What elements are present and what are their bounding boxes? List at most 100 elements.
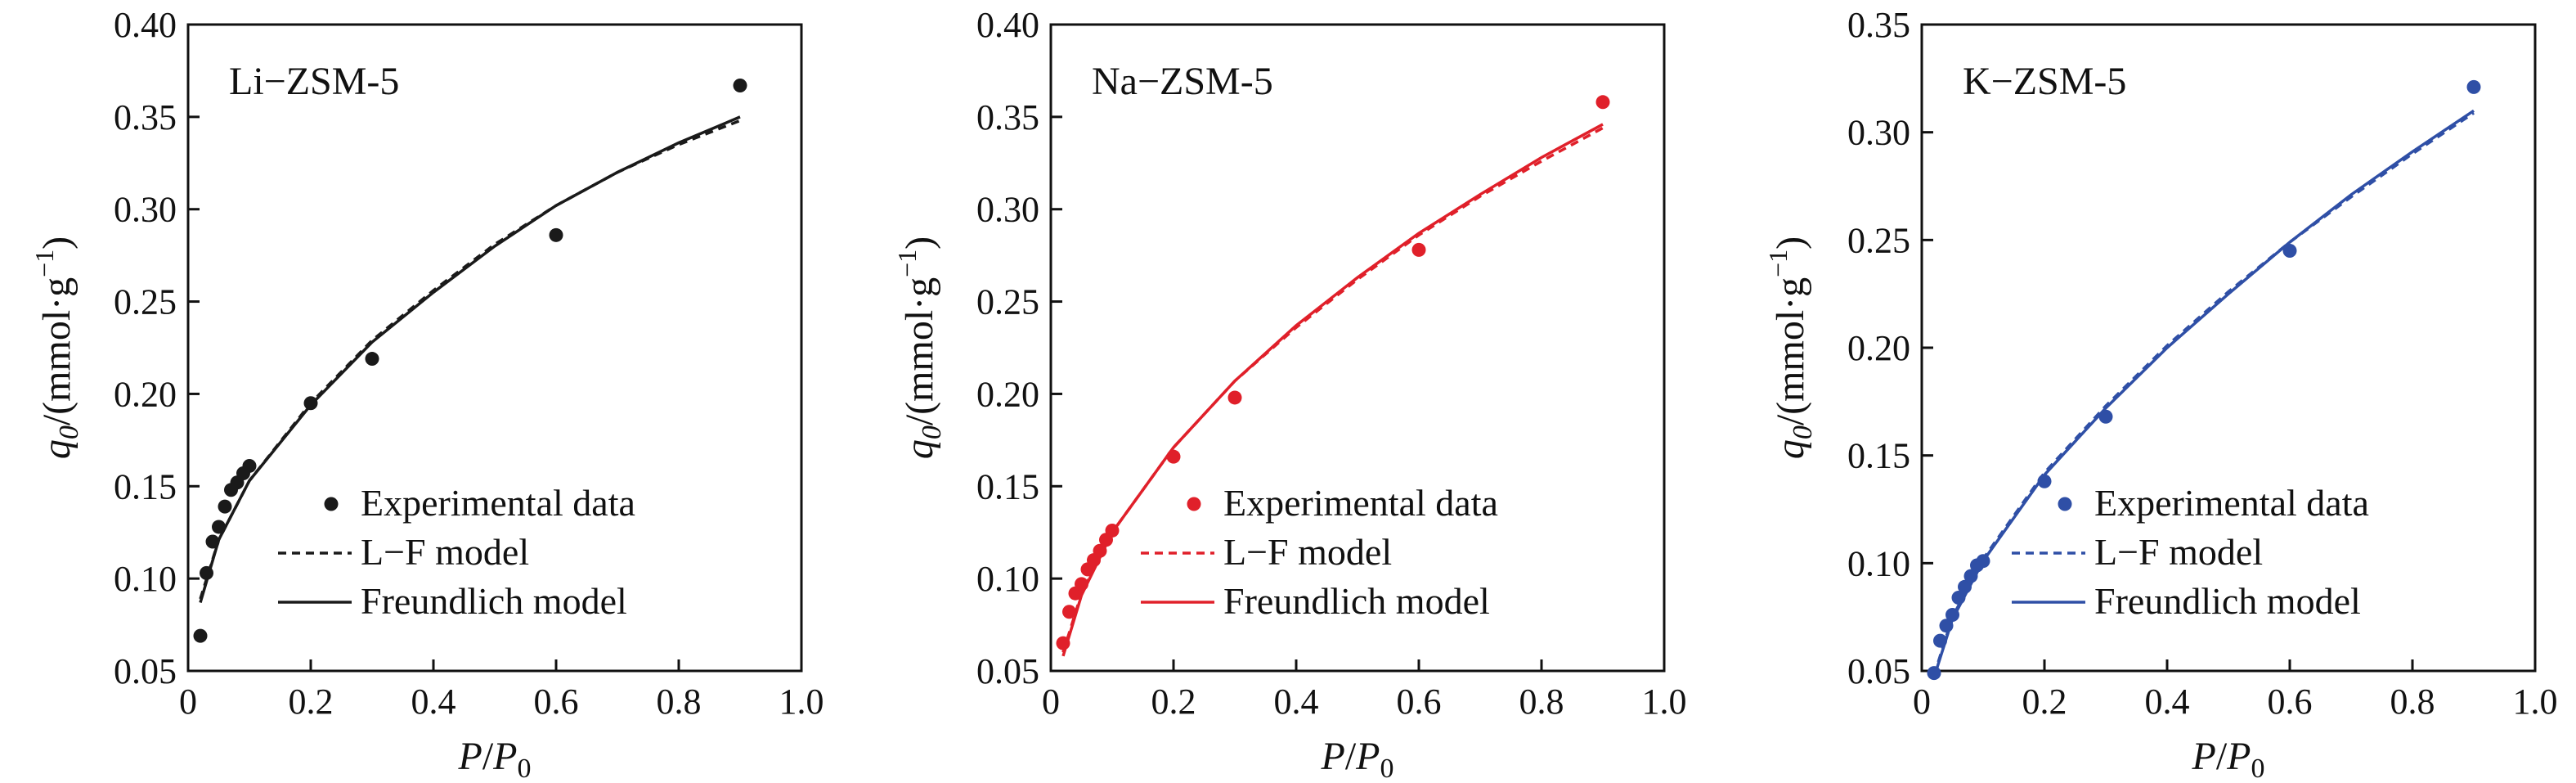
x-tick-label: 1.0: [779, 682, 824, 722]
x-tick-label: 0.4: [411, 682, 456, 722]
experimental-point: [1927, 666, 1941, 681]
experimental-point: [2037, 474, 2052, 488]
chart-panel-1: 0 0.2 0.4 0.6 0.8 1.0 0.05 0.10 0.15 0.20 0.25 0.30…: [29, 5, 824, 783]
legend-marker-experimental: [324, 497, 339, 511]
y-tick-label: 0.05: [1847, 651, 1910, 691]
plot-frame: [1049, 23, 1666, 673]
experimental-point: [1105, 523, 1120, 538]
x-tick-label: 0.2: [289, 682, 334, 722]
legend-label-freundlich: Freundlich model: [1223, 580, 1490, 622]
y-tick-label: 0.20: [1847, 328, 1910, 368]
experimental-point: [2466, 79, 2481, 94]
y-tick-label: 0.40: [114, 5, 177, 45]
experimental-point: [1939, 619, 1954, 633]
x-tick-label: 0.6: [534, 682, 579, 722]
experimental-point: [205, 534, 220, 549]
experimental-point: [1075, 577, 1088, 592]
freundlich-model-line: [1061, 123, 1604, 657]
x-tick-label: 1.0: [2513, 682, 2558, 722]
legend-label-experimental: Experimental data: [1223, 482, 1498, 524]
experimental-point: [1933, 633, 1947, 648]
experimental-point: [1093, 543, 1107, 558]
plot-frame: [186, 23, 803, 673]
y-tick-label: 0.20: [976, 374, 1039, 414]
panel-label: K−ZSM-5: [1963, 60, 2126, 103]
legend-marker-experimental: [2058, 497, 2072, 511]
experimental-point: [242, 458, 257, 473]
experimental-point: [193, 628, 208, 643]
legend-label-lf: L−F model: [2094, 531, 2263, 573]
experimental-point: [1166, 449, 1181, 464]
y-tick-label: 0.35: [976, 97, 1039, 137]
legend-label-experimental: Experimental data: [2094, 482, 2369, 524]
x-axis-label: P/P0: [1321, 735, 1394, 783]
x-tick-label: 0.4: [2145, 682, 2190, 722]
y-tick-label: 0.20: [114, 374, 177, 414]
experimental-point: [549, 227, 563, 242]
y-axis-label: q0/(mmol·g−1): [1763, 236, 1818, 459]
x-tick-label: 0: [179, 682, 197, 722]
experimental-point: [1958, 579, 1972, 594]
y-tick-label: 0.30: [1847, 113, 1910, 153]
plot-frame: [1920, 23, 2537, 673]
x-tick-label: 0.2: [1151, 682, 1196, 722]
experimental-point: [733, 78, 747, 92]
legend-label-lf: L−F model: [361, 531, 529, 573]
experimental-point: [1945, 608, 1959, 623]
y-tick-label: 0.35: [114, 97, 177, 137]
y-tick-label: 0.10: [1847, 543, 1910, 583]
x-tick-label: 0.6: [2268, 682, 2313, 722]
lf-model-line: [1061, 126, 1604, 653]
y-axis-label: q0/(mmol·g−1): [29, 236, 84, 459]
experimental-point: [365, 352, 379, 367]
panel-label: Na−ZSM-5: [1092, 60, 1273, 103]
experimental-point: [1056, 636, 1070, 650]
y-axis-label: q0/(mmol·g−1): [892, 236, 947, 459]
y-tick-label: 0.05: [976, 651, 1039, 691]
x-tick-label: 0.8: [657, 682, 702, 722]
freundlich-model-line: [199, 115, 741, 603]
x-tick-label: 0: [1042, 682, 1060, 722]
x-tick-label: 0.2: [2022, 682, 2067, 722]
legend-label-freundlich: Freundlich model: [361, 580, 627, 622]
experimental-point: [303, 396, 318, 411]
y-tick-label: 0.35: [1847, 5, 1910, 45]
experimental-point: [1062, 605, 1076, 619]
x-tick-label: 0.8: [2390, 682, 2435, 722]
y-tick-label: 0.25: [1847, 220, 1910, 260]
y-tick-label: 0.10: [976, 559, 1039, 599]
y-tick-label: 0.05: [114, 651, 177, 691]
y-tick-label: 0.15: [976, 466, 1039, 506]
experimental-point: [200, 565, 213, 580]
chart-panel-2: 0 0.2 0.4 0.6 0.8 1.0 0.05 0.10 0.15 0.20 0.25 0.30…: [892, 5, 1687, 783]
y-tick-label: 0.30: [976, 190, 1039, 230]
experimental-point: [2282, 244, 2297, 258]
y-tick-label: 0.25: [114, 282, 177, 322]
panel-label: Li−ZSM-5: [229, 60, 399, 103]
experimental-point: [218, 499, 232, 514]
legend-label-freundlich: Freundlich model: [2094, 580, 2361, 622]
experimental-point: [1227, 390, 1242, 405]
y-tick-label: 0.15: [1847, 436, 1910, 476]
experimental-point: [1411, 242, 1426, 257]
experimental-point: [2098, 409, 2113, 424]
x-axis-label: P/P0: [2192, 735, 2265, 783]
x-tick-label: 0: [1913, 682, 1931, 722]
legend-label-experimental: Experimental data: [361, 482, 635, 524]
experimental-point: [1963, 569, 1978, 583]
experimental-point: [1976, 554, 1990, 569]
legend-marker-experimental: [1187, 497, 1201, 511]
x-axis-label: P/P0: [458, 735, 532, 783]
y-tick-label: 0.25: [976, 282, 1039, 322]
experimental-point: [212, 520, 226, 534]
x-tick-label: 0.6: [1397, 682, 1442, 722]
y-tick-label: 0.30: [114, 190, 177, 230]
legend-label-lf: L−F model: [1223, 531, 1392, 573]
y-tick-label: 0.10: [114, 559, 177, 599]
lf-model-line: [199, 119, 741, 600]
chart-panel-3: 0 0.2 0.4 0.6 0.8 1.0 0.05 0.10 0.15 0.20 0.25 0.30…: [1763, 5, 2558, 783]
experimental-point: [1595, 95, 1610, 110]
x-tick-label: 0.8: [1519, 682, 1564, 722]
y-tick-label: 0.15: [114, 466, 177, 506]
